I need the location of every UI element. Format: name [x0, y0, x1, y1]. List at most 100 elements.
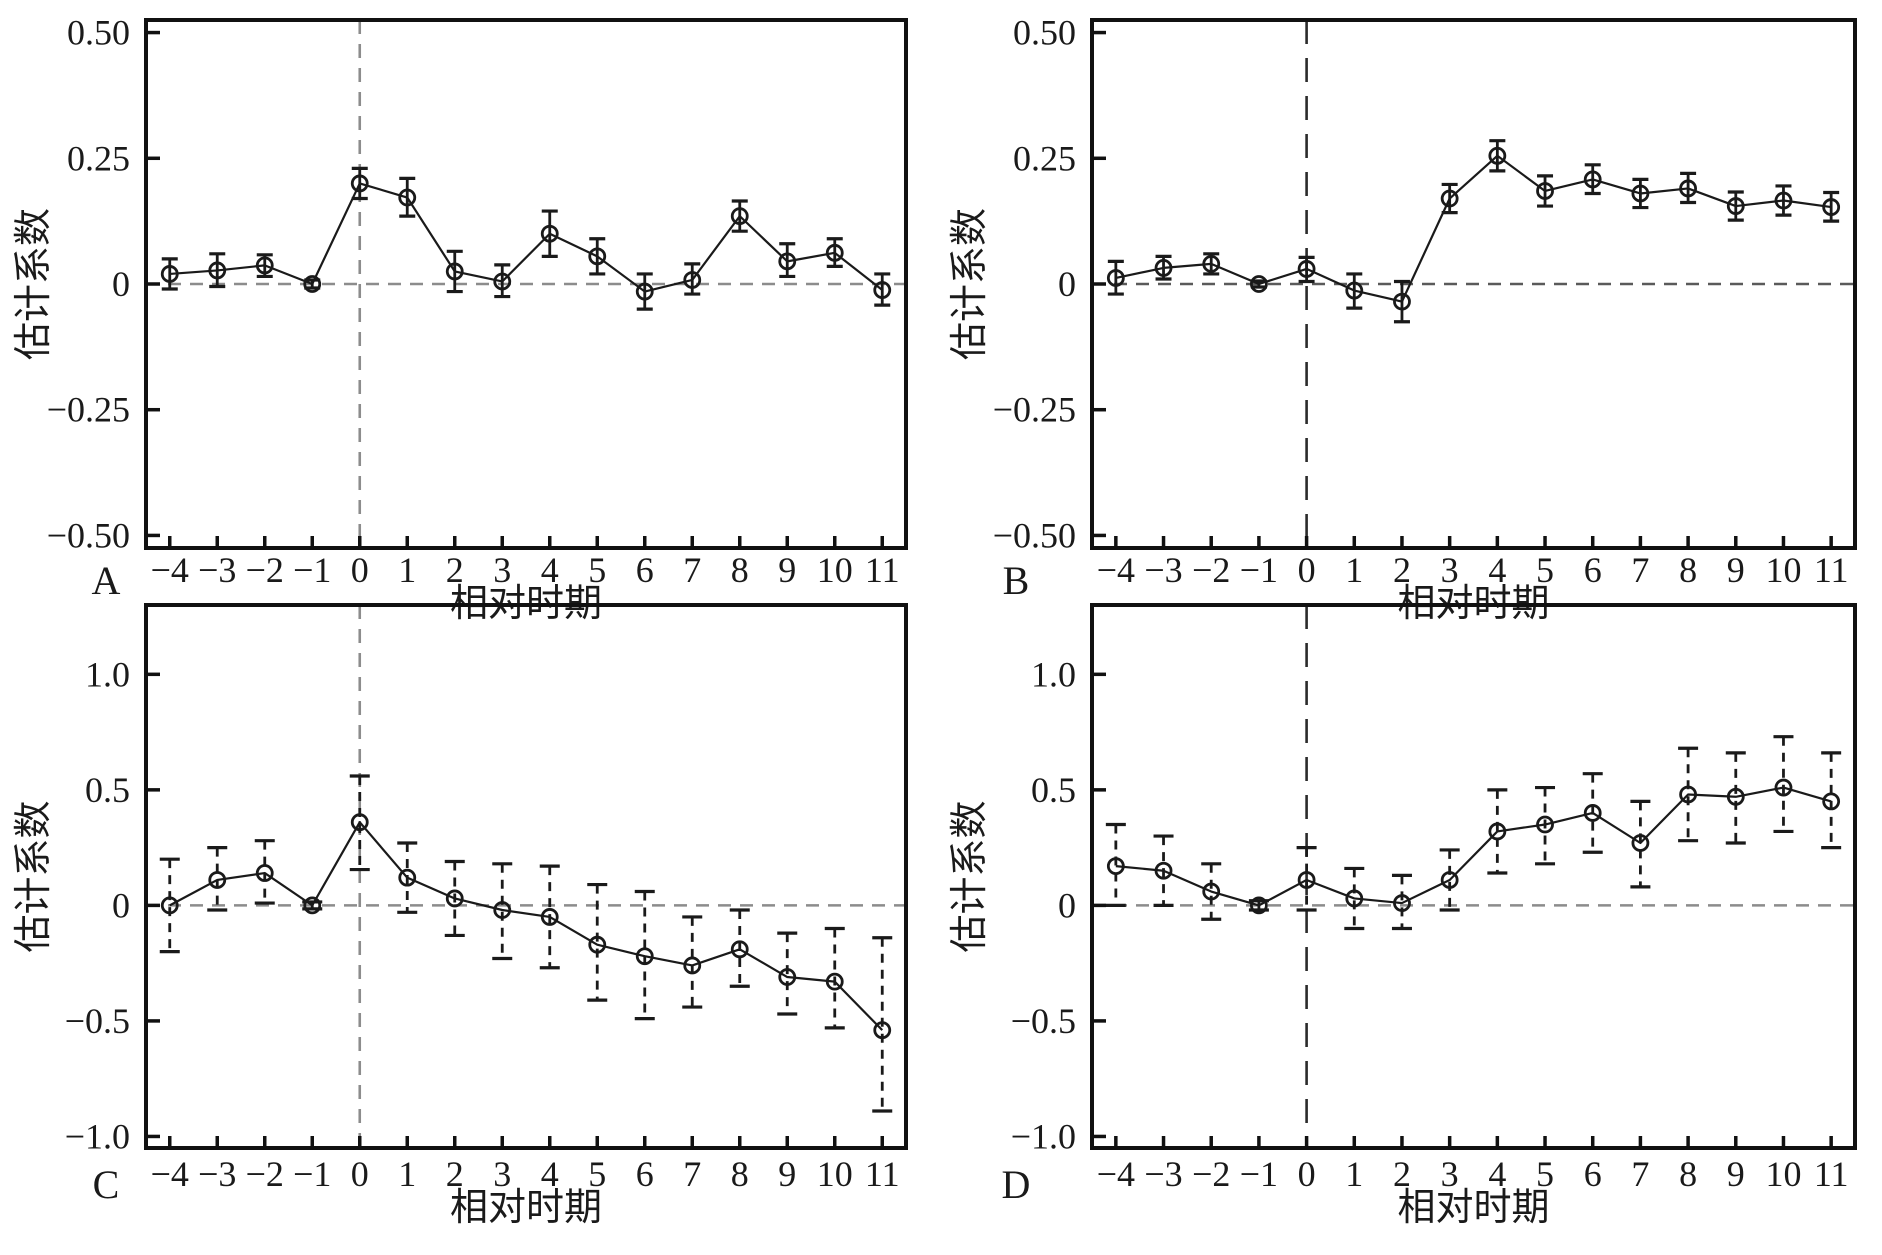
data-point-marker — [1393, 292, 1411, 311]
x-tick-label: 6 — [636, 550, 654, 590]
y-tick-label: 0.50 — [1013, 13, 1076, 53]
x-tick-label: 7 — [683, 550, 701, 590]
error-bar — [351, 166, 368, 201]
error-bar — [254, 839, 275, 905]
y-tick-label: 0 — [1058, 885, 1076, 925]
x-tick-label: 10 — [1765, 1154, 1801, 1194]
error-bar — [1105, 822, 1126, 907]
y-axis-title: 估计系数 — [13, 800, 55, 952]
data-point-marker — [1250, 275, 1268, 293]
x-tick-label: 7 — [1631, 1154, 1649, 1194]
plot-border — [1090, 18, 1857, 550]
x-tick-label: 1 — [1345, 1154, 1363, 1194]
data-point-marker — [778, 968, 797, 986]
data-point-marker — [1345, 281, 1364, 300]
panel-C: 1.00.50−0.5−1.0−4 −3 −2 −1 0 1 2 3 4 5 6 7 8 9 10 11相对时… — [13, 603, 908, 1229]
error-bar — [636, 272, 653, 311]
data-point-marker — [160, 896, 179, 915]
data-point-marker — [635, 282, 654, 301]
data-point-marker — [1774, 778, 1793, 797]
data-point-marker — [398, 188, 417, 207]
data-point-marker — [493, 901, 512, 919]
data-point-marker — [1202, 882, 1221, 901]
data-point-marker — [1106, 269, 1125, 287]
series-line — [1115, 154, 1832, 303]
x-tick-label: 7 — [683, 1154, 701, 1194]
error-bar — [587, 882, 608, 1002]
data-point-marker — [873, 281, 892, 299]
data-point-marker — [1488, 822, 1507, 841]
x-tick-label: −1 — [293, 550, 331, 590]
x-tick-label: 4 — [541, 550, 559, 590]
data-point-marker — [303, 896, 322, 915]
x-tick-label: −2 — [246, 550, 284, 590]
error-bar — [207, 846, 228, 912]
data-point-marker — [873, 1021, 892, 1040]
x-tick-label: 11 — [1814, 550, 1849, 590]
panel-A: 0.500.250−0.25−0.50−4 −3 −2 −1 0 1 2 3 4 5 6 7 8 9 10 1… — [13, 13, 908, 625]
y-tick-label: −0.5 — [65, 1001, 130, 1041]
data-point-marker — [1536, 182, 1554, 200]
data-point-marker — [540, 224, 559, 243]
data-point-marker — [1631, 184, 1650, 203]
error-bar — [541, 209, 558, 258]
x-tick-label: 4 — [541, 1154, 559, 1194]
data-point-marker — [350, 813, 369, 832]
error-bar — [779, 242, 796, 279]
x-tick-label: 6 — [1584, 550, 1602, 590]
data-point-marker — [1154, 861, 1173, 880]
error-bar — [1489, 139, 1506, 173]
x-tick-label: −3 — [198, 550, 236, 590]
panel-D: 1.00.50−0.5−1.0−4 −3 −2 −1 0 1 2 3 4 5 6 7 8 9 10 11相对时… — [949, 603, 1857, 1229]
data-point-marker — [1488, 146, 1507, 165]
x-tick-label: 3 — [1441, 1154, 1459, 1194]
x-tick-label: 8 — [731, 1154, 749, 1194]
error-bar — [731, 199, 748, 233]
x-tick-label: 7 — [1631, 550, 1649, 590]
data-point-marker — [1822, 792, 1841, 811]
x-tick-label: 8 — [1679, 550, 1697, 590]
data-point-marker — [1726, 787, 1745, 806]
error-bar — [682, 915, 703, 1009]
data-point-marker — [445, 262, 464, 281]
data-point-marker — [730, 940, 749, 959]
data-point-marker — [255, 256, 274, 275]
y-tick-label: 0 — [1058, 264, 1076, 304]
error-bar — [777, 931, 798, 1016]
error-bar — [1584, 163, 1601, 196]
x-tick-label: 10 — [817, 1154, 853, 1194]
error-bar — [492, 862, 513, 961]
data-point-marker — [588, 935, 607, 954]
error-bar — [209, 252, 226, 289]
data-point-marker — [683, 956, 702, 975]
data-point-marker — [635, 947, 654, 966]
x-axis-title: 相对时期 — [450, 1187, 602, 1229]
x-tick-label: 11 — [865, 1154, 900, 1194]
y-tick-label: −1.0 — [65, 1116, 130, 1156]
error-bar — [539, 864, 560, 970]
panel-letter: D — [1002, 1162, 1031, 1207]
x-tick-label: 9 — [778, 550, 796, 590]
error-bar — [349, 774, 370, 872]
series-line — [1115, 786, 1832, 907]
x-tick-label: 2 — [446, 1154, 464, 1194]
x-tick-label: 8 — [731, 550, 749, 590]
data-point-marker — [1297, 260, 1316, 278]
data-point-marker — [1250, 896, 1268, 915]
error-bar — [1201, 862, 1222, 921]
data-point-marker — [1679, 785, 1697, 804]
x-tick-label: 6 — [1584, 1154, 1602, 1194]
data-point-marker — [398, 868, 417, 887]
error-bar — [1487, 788, 1508, 875]
y-tick-label: −0.50 — [47, 515, 130, 555]
error-bar — [446, 249, 463, 294]
x-tick-label: 2 — [1393, 1154, 1411, 1194]
data-point-marker — [350, 174, 369, 193]
data-point-marker — [493, 272, 512, 291]
y-axis-title: 估计系数 — [949, 800, 991, 952]
x-tick-label: 1 — [398, 1154, 416, 1194]
x-tick-label: −1 — [293, 1154, 331, 1194]
x-tick-label: −2 — [1192, 1154, 1230, 1194]
error-bar — [1441, 182, 1458, 215]
